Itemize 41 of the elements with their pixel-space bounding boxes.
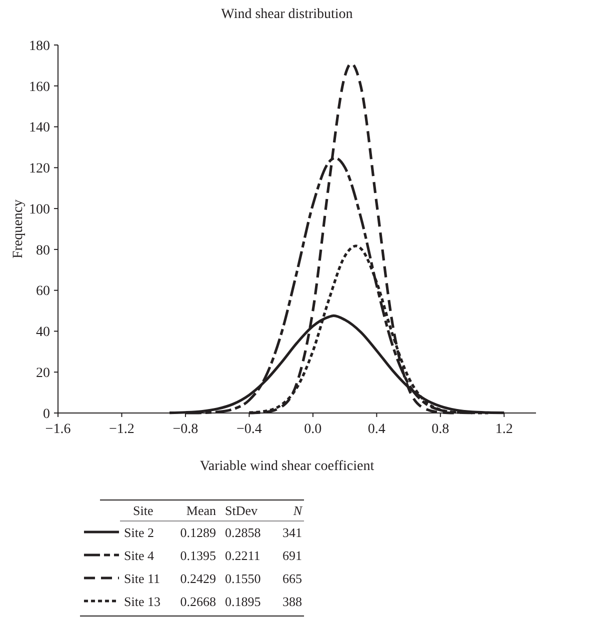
y-tick-label: 20 xyxy=(36,366,50,382)
x-tick-label: −0.8 xyxy=(172,422,198,437)
x-tick-label: 0.4 xyxy=(368,422,386,437)
chart-title: Wind shear distribution xyxy=(221,7,353,22)
y-tick-label: 0 xyxy=(43,406,50,422)
y-tick-label: 180 xyxy=(29,38,50,54)
y-axis-title: Frequency xyxy=(11,199,26,259)
text: 0.2858 xyxy=(225,525,261,540)
y-tick-label: 120 xyxy=(29,162,50,177)
x-tick-label: −1.2 xyxy=(109,422,134,437)
x-tick-label: 0.8 xyxy=(432,422,450,437)
x-tick-label: 0.0 xyxy=(304,422,322,437)
text: 0.1395 xyxy=(180,548,216,563)
text: 0.1289 xyxy=(180,525,216,540)
y-tick-label: 60 xyxy=(36,284,50,300)
legend-label: Site 13 xyxy=(124,594,160,609)
y-tick-label: 160 xyxy=(29,80,50,95)
legend-label: Site 4 xyxy=(124,548,154,563)
y-tick-label: 100 xyxy=(29,202,50,218)
legend-label: Site 11 xyxy=(124,571,160,586)
text: Mean xyxy=(186,503,216,518)
x-axis-title: Variable wind shear coefficient xyxy=(200,459,374,474)
x-tick-label: −1.6 xyxy=(45,422,71,437)
y-tick-label: 80 xyxy=(36,243,50,258)
text: StDev xyxy=(225,503,258,518)
text: 0.1895 xyxy=(225,594,261,609)
text: 388 xyxy=(282,594,302,609)
y-tick-label: 40 xyxy=(36,325,50,340)
text: 665 xyxy=(282,571,302,586)
legend-label: Site 2 xyxy=(124,525,154,540)
legend-title: Site xyxy=(133,503,154,518)
x-tick-label: 1.2 xyxy=(495,422,513,437)
y-tick-label: 140 xyxy=(29,120,50,136)
text: N xyxy=(292,503,304,518)
x-tick-label: −0.4 xyxy=(236,422,262,437)
text: 0.2429 xyxy=(180,571,216,586)
text: 691 xyxy=(282,548,302,563)
text: 0.1550 xyxy=(225,571,261,586)
text: 341 xyxy=(282,525,302,540)
text: 0.2668 xyxy=(180,594,216,609)
text: 0.2211 xyxy=(225,548,260,563)
